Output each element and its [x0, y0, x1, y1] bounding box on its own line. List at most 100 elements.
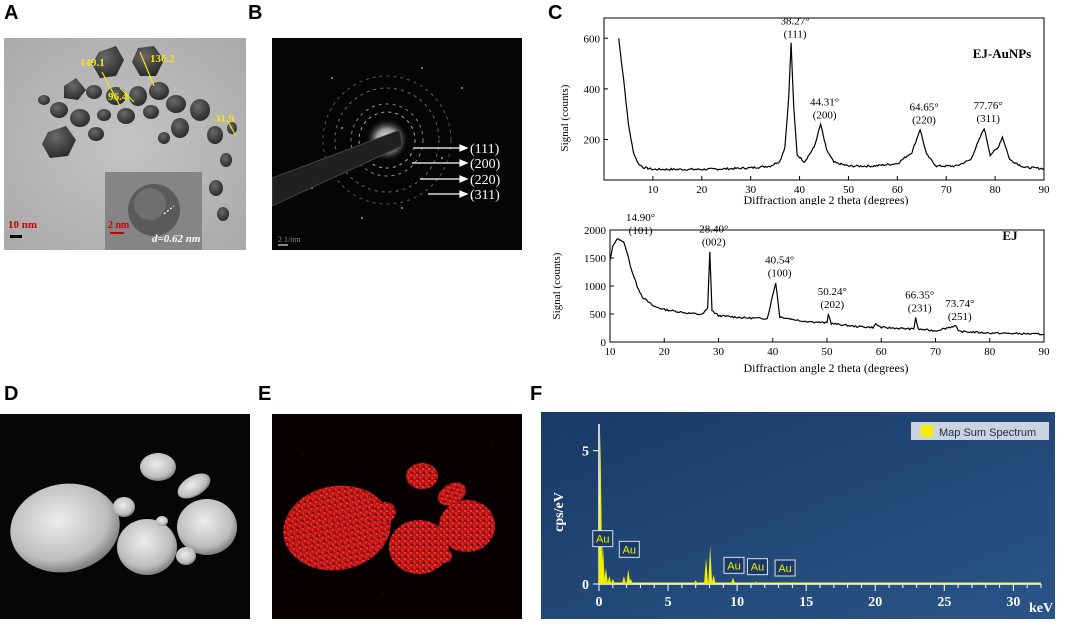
- x-tick-label: 40: [767, 346, 779, 358]
- chart-title: EJ-AuNPs: [973, 46, 1032, 61]
- y-tick-label: 200: [584, 135, 601, 147]
- x-tick-label: 25: [937, 595, 951, 610]
- xrd-chart-bottom: 10 20 30 40 50 60 70 80 90 0 500 1000 1500 2000 14.90°…: [551, 214, 1050, 375]
- y-tick-label: 400: [584, 84, 601, 96]
- peak-hkl-label: (231): [908, 302, 932, 314]
- measurement-label: 136.2: [150, 53, 175, 65]
- x-tick-label: 15: [799, 595, 813, 610]
- legend-swatch: [921, 425, 933, 437]
- x-tick-label: 50: [843, 184, 855, 196]
- y-tick-label: 5: [582, 445, 589, 460]
- peak-hkl-label: (111): [784, 28, 807, 40]
- peak-element-label: Au: [751, 562, 764, 574]
- x-tick-label: 80: [984, 346, 996, 358]
- plane-label-220: (220): [470, 173, 501, 188]
- x-tick-label: 60: [892, 184, 904, 196]
- spectrum-peak: [607, 576, 612, 584]
- x-tick-label: 0: [596, 595, 603, 610]
- inset-scalebar-label: 2 nm: [108, 220, 130, 231]
- eds-map-image: [272, 414, 522, 619]
- peak-element-label: Au: [778, 563, 791, 575]
- spectrum-peak: [600, 544, 605, 584]
- spectrum-peak: [603, 568, 608, 584]
- measurement-label: 96.4: [108, 91, 128, 103]
- spectrum-peak: [704, 557, 709, 584]
- x-tick-label: 20: [696, 184, 708, 196]
- plane-label-200: (200): [470, 157, 501, 172]
- x-tick-label: 90: [1039, 346, 1051, 358]
- plot-area: 10 20 30 40 50 60 70 80 90 0 500 1000 1500 2000 14.90°…: [584, 214, 1050, 358]
- peak-angle-label: 64.65°: [909, 101, 938, 113]
- eds-spectrum-chart: 0 5 10 15 20 25 30 0 5 Au Au Au Au Au Map Sum Spectru…: [541, 412, 1055, 619]
- panel-letter-a: A: [4, 2, 19, 24]
- peak-angle-label: 73.74°: [945, 298, 974, 310]
- peak-angle-label: 50.24°: [818, 286, 847, 298]
- peak-hkl-label: (200): [813, 109, 837, 121]
- panel-letter-b: B: [248, 2, 263, 24]
- peak-angle-label: 38.27°: [781, 15, 810, 27]
- x-tick-label: 90: [1039, 184, 1051, 196]
- panel-letter-f: F: [530, 383, 543, 405]
- haadf-image: [0, 414, 250, 619]
- peak-hkl-label: (202): [820, 299, 844, 311]
- tem-inset: 2 nm d=0.62 nm: [105, 172, 202, 250]
- series-line: [618, 38, 1045, 171]
- measurement-label: 31.9: [215, 113, 235, 125]
- y-axis-label: Signal (counts): [551, 252, 563, 319]
- peak-angle-label: 66.35°: [905, 289, 934, 301]
- saed-scalebar-label: 2 1/nm: [278, 235, 301, 244]
- y-axis-label: Signal (counts): [559, 84, 571, 151]
- x-tick-label: 30: [713, 346, 725, 358]
- x-tick-label: 5: [665, 595, 672, 610]
- x-tick-label: 10: [730, 595, 744, 610]
- x-tick-label: 30: [745, 184, 757, 196]
- peak-label-box: [723, 556, 745, 574]
- y-tick-label: 0: [582, 578, 589, 593]
- d-spacing-label: d=0.62 nm: [152, 233, 201, 245]
- peak-label-box: [746, 558, 768, 576]
- peak-angle-label: 14.90°: [626, 214, 655, 224]
- series-line: [609, 238, 1045, 336]
- x-tick-label: 30: [1006, 595, 1020, 610]
- x-tick-label: 60: [876, 346, 888, 358]
- y-axis-label: cps/eV: [552, 492, 567, 532]
- x-tick-label: 40: [794, 184, 806, 196]
- x-tick-label: 50: [822, 346, 834, 358]
- x-tick-label: 10: [605, 346, 617, 358]
- y-tick-label: 1500: [584, 253, 607, 265]
- spectrum-background: [541, 412, 1055, 619]
- panel-letter-c: C: [548, 2, 563, 24]
- peak-label-box: [592, 530, 614, 548]
- y-tick-label: 0: [601, 337, 607, 349]
- x-tick-label: 20: [868, 595, 882, 610]
- peak-label-box: [618, 540, 640, 558]
- x-tick-label: 80: [990, 184, 1002, 196]
- x-axis-label: Diffraction angle 2 theta (degrees): [743, 361, 908, 375]
- x-axis-unit-label: keV: [1029, 601, 1053, 616]
- panel-letter-e: E: [258, 383, 272, 405]
- peak-hkl-label: (100): [768, 268, 792, 280]
- peak-element-label: Au: [596, 534, 609, 546]
- tem-image: 149.1 136.2 96.4 31.9 2 nm d=0.62 nm 10 …: [4, 38, 246, 250]
- peak-hkl-label: (002): [702, 236, 726, 248]
- panel-letter-d: D: [4, 383, 19, 405]
- spectrum-peak: [621, 576, 626, 584]
- saed-pattern: (111) (200) (220) (311) 2 1/nm: [272, 38, 522, 250]
- legend-label: Map Sum Spectrum: [939, 427, 1036, 439]
- peak-angle-label: 77.76°: [974, 100, 1003, 112]
- tem-measurements: 149.1 136.2 96.4 31.9: [80, 51, 237, 137]
- plot-area: 10 20 30 40 50 60 70 80 90 200 400 600 38.27°(111) 44…: [584, 15, 1051, 196]
- x-tick-label: 70: [930, 346, 942, 358]
- spectrum-peak: [626, 569, 631, 584]
- xrd-chart-top: 10 20 30 40 50 60 70 80 90 200 400 600 38.27°(111) 44…: [559, 15, 1051, 205]
- legend: Map Sum Spectrum: [911, 422, 1049, 440]
- y-tick-label: 1000: [584, 281, 607, 293]
- peak-hkl-label: (251): [948, 311, 972, 323]
- y-tick-label: 2000: [584, 225, 607, 237]
- plane-label-311: (311): [470, 188, 500, 203]
- peak-angle-label: 28.40°: [699, 223, 728, 235]
- peak-angle-label: 44.31°: [810, 96, 839, 108]
- peak-hkl-label: (101): [629, 225, 653, 237]
- plot-area: 0 5 10 15 20 25 30 0 5 Au Au Au Au Au: [582, 424, 1042, 610]
